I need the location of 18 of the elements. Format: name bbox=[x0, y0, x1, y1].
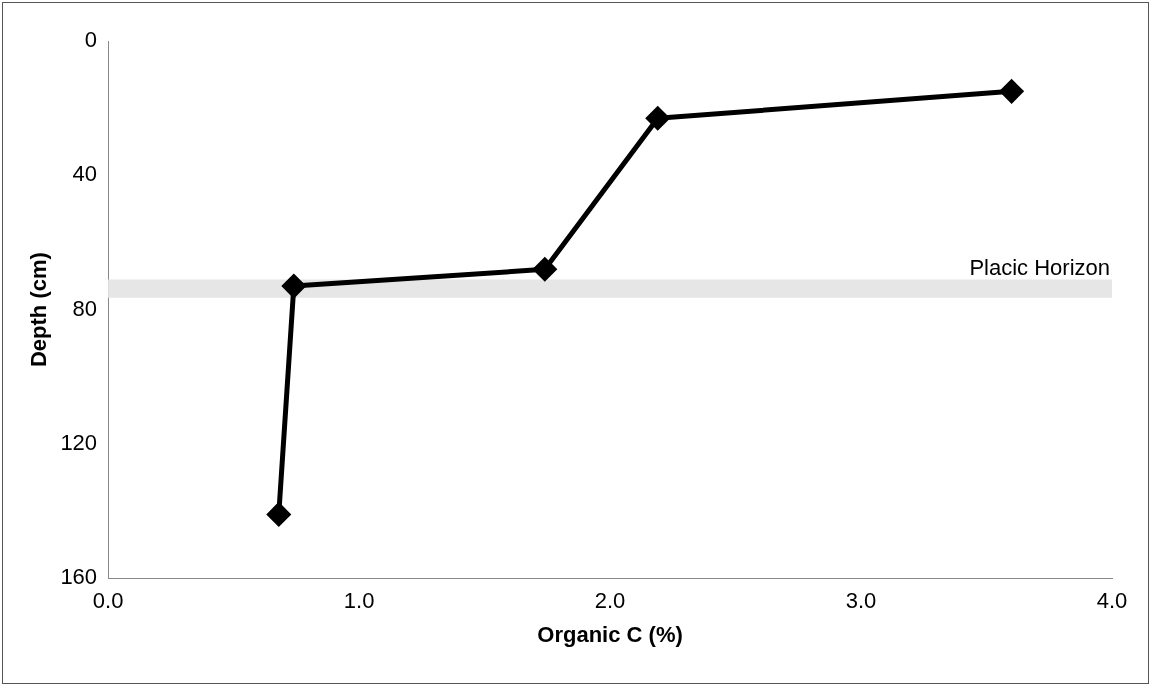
y-tick-label: 160 bbox=[60, 564, 98, 590]
point bbox=[533, 257, 557, 281]
point bbox=[267, 502, 291, 526]
point bbox=[282, 274, 306, 298]
x-tick-label: 3.0 bbox=[845, 588, 877, 614]
y-tick-label: 0 bbox=[84, 27, 98, 53]
band-label: Placic Horizon bbox=[969, 255, 1110, 281]
x-axis-title: Organic C (%) bbox=[537, 621, 683, 647]
point bbox=[1000, 79, 1024, 103]
y-tick-label: 40 bbox=[72, 161, 98, 187]
x-tick-label: 2.0 bbox=[594, 588, 626, 614]
point bbox=[646, 106, 670, 130]
x-tick-label: 4.0 bbox=[1096, 588, 1128, 614]
y-tick-label: 120 bbox=[60, 429, 98, 455]
x-tick-label: 1.0 bbox=[343, 588, 375, 614]
y-tick-label: 80 bbox=[72, 295, 98, 321]
x-tick-label: 0.0 bbox=[92, 588, 124, 614]
y-axis-title: Depth (cm) bbox=[26, 252, 52, 368]
